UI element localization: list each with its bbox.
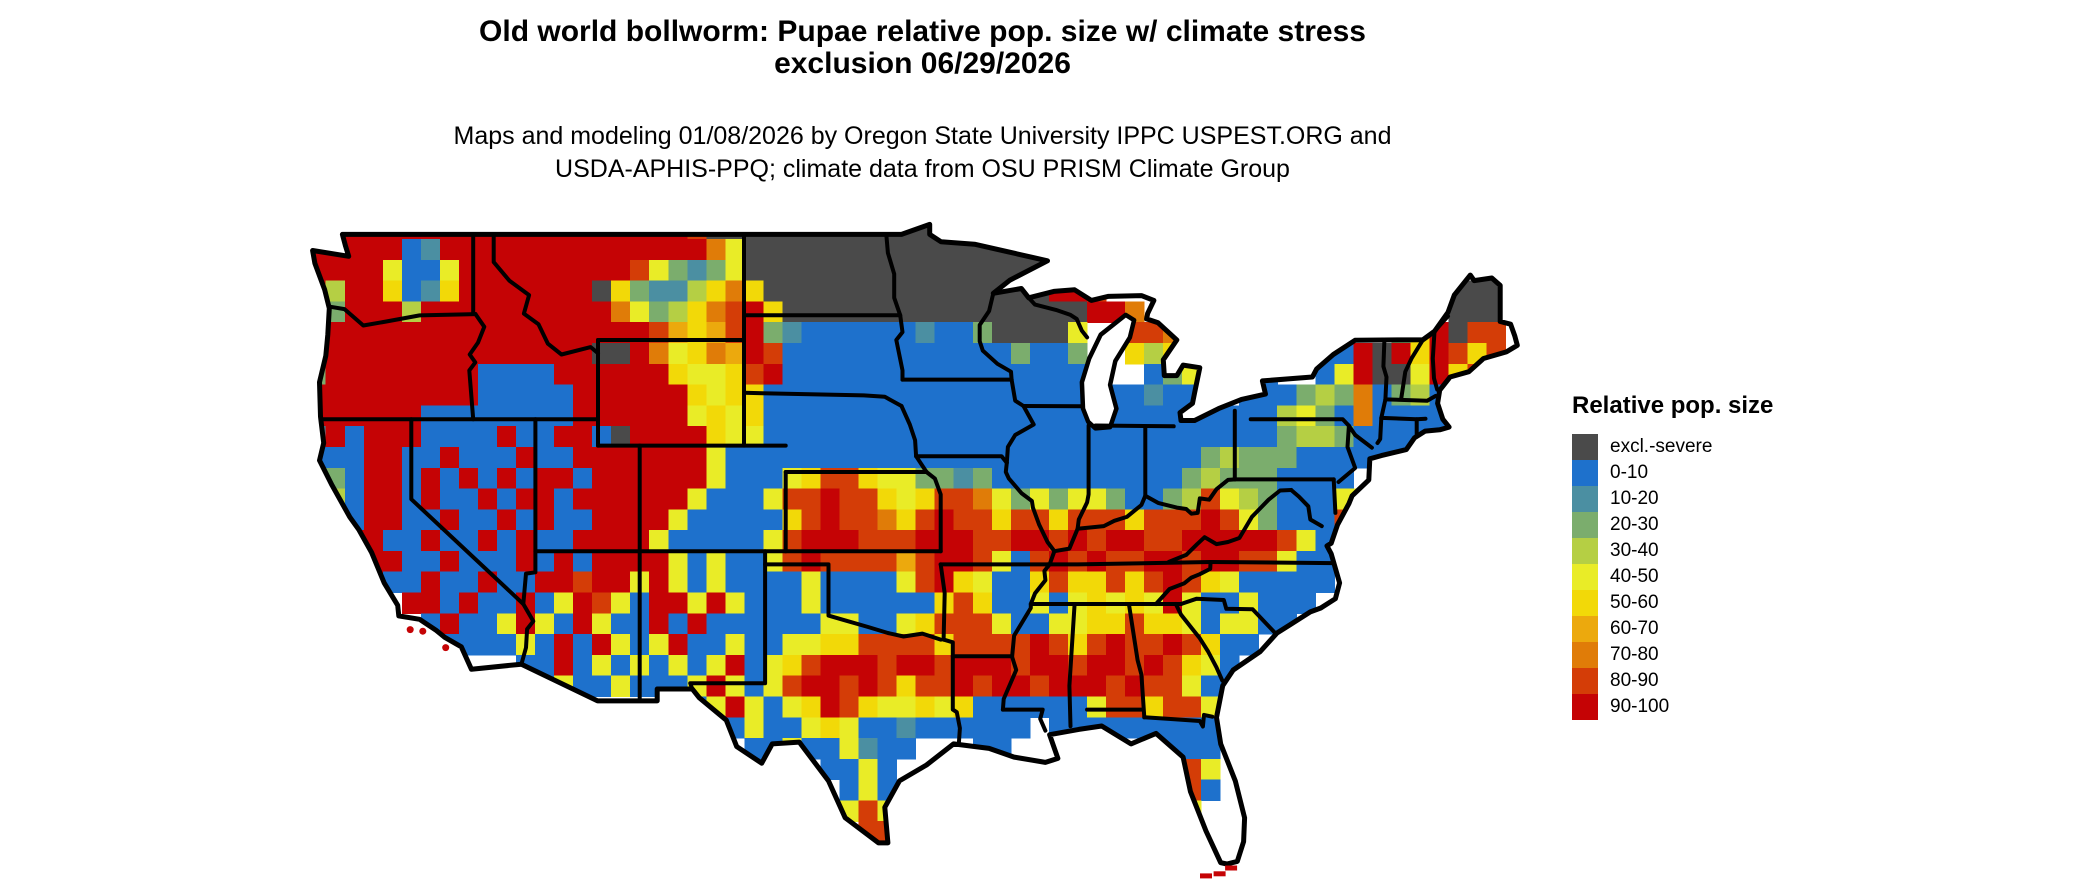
legend-color-swatch (1572, 538, 1598, 564)
legend-color-swatch (1572, 460, 1598, 486)
legend-color-swatch (1572, 616, 1598, 642)
legend-color-swatch (1572, 668, 1598, 694)
legend-color-swatch (1572, 486, 1598, 512)
legend-item-label: 40-50 (1610, 566, 1659, 587)
legend: Relative pop. size excl.-severe 0-10 10-20… (1572, 392, 1773, 720)
us-coastline (310, 221, 1520, 867)
map-raster (312, 224, 1507, 864)
legend-item-label: 90-100 (1610, 696, 1670, 717)
state-borders (318, 232, 1450, 745)
legend-item-label: 0-10 (1610, 462, 1649, 483)
legend-item: 30-40 (1572, 538, 1773, 564)
title-block: Old world bollworm: Pupae relative pop. … (0, 15, 1845, 81)
map-title-line2: exclusion 06/29/2026 (774, 47, 1071, 81)
legend-item-label: 10-20 (1610, 488, 1659, 509)
legend-item: 20-30 (1572, 512, 1773, 538)
legend-color-swatch (1572, 434, 1598, 460)
legend-title: Relative pop. size (1572, 392, 1774, 419)
legend-item-label: 60-70 (1610, 618, 1659, 639)
legend-item-label: 50-60 (1610, 592, 1659, 613)
legend-item: 80-90 (1572, 668, 1773, 694)
legend-item: 90-100 (1572, 694, 1773, 720)
legend-item-label: 20-30 (1610, 514, 1659, 535)
map-subtitle-line2: USDA-APHIS-PPQ; climate data from OSU PR… (555, 155, 1290, 183)
legend-item-label: 80-90 (1610, 670, 1659, 691)
legend-item: 10-20 (1572, 486, 1773, 512)
legend-color-swatch (1572, 642, 1598, 668)
legend-color-swatch (1572, 512, 1598, 538)
legend-color-swatch (1572, 590, 1598, 616)
map-subtitle-line1: Maps and modeling 01/08/2026 by Oregon S… (453, 122, 1392, 150)
legend-color-swatch (1572, 694, 1598, 720)
legend-item: 70-80 (1572, 642, 1773, 668)
map-title-line1: Old world bollworm: Pupae relative pop. … (479, 15, 1366, 48)
legend-item: 60-70 (1572, 616, 1773, 642)
legend-item-label: 70-80 (1610, 644, 1659, 665)
legend-item: excl.-severe (1572, 434, 1773, 460)
legend-item-label: 30-40 (1610, 540, 1659, 561)
legend-item: 50-60 (1572, 590, 1773, 616)
legend-color-swatch (1572, 564, 1598, 590)
legend-item: 0-10 (1572, 460, 1773, 486)
island-dots (406, 626, 1238, 879)
legend-items: excl.-severe 0-10 10-20 20-30 30-40 40-50 50-6… (1572, 434, 1773, 720)
subtitle-block: Maps and modeling 01/08/2026 by Oregon S… (0, 120, 1845, 186)
lake-michigan (1079, 312, 1137, 431)
legend-item: 40-50 (1572, 564, 1773, 590)
legend-item-label: excl.-severe (1610, 436, 1713, 457)
